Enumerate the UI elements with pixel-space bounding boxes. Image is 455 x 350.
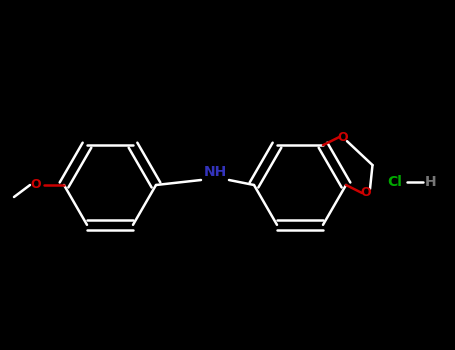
Text: H: H xyxy=(425,175,437,189)
Text: NH: NH xyxy=(203,165,227,179)
Text: O: O xyxy=(338,131,349,144)
Text: Cl: Cl xyxy=(388,175,402,189)
Text: O: O xyxy=(30,178,41,191)
Text: O: O xyxy=(361,187,371,199)
